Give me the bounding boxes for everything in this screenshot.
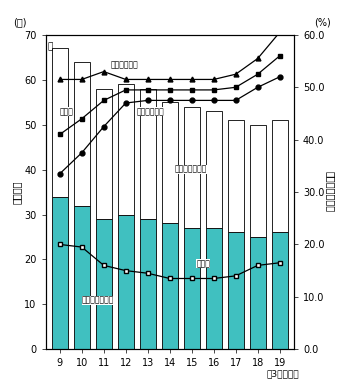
- Text: 卒業者数（男）: 卒業者数（男）: [82, 296, 114, 305]
- Bar: [162, 102, 178, 223]
- Bar: [250, 125, 266, 237]
- Bar: [162, 223, 178, 349]
- Bar: [140, 89, 156, 219]
- Y-axis label: 卒業者数: 卒業者数: [11, 180, 21, 204]
- Bar: [74, 62, 90, 206]
- Text: 年3月卒業者: 年3月卒業者: [266, 370, 299, 379]
- Text: 千: 千: [48, 43, 53, 52]
- Bar: [272, 120, 288, 232]
- Y-axis label: 進学率・就職率: 進学率・就職率: [326, 171, 336, 213]
- Bar: [96, 219, 112, 349]
- Bar: [118, 84, 134, 215]
- Bar: [206, 228, 222, 349]
- Text: 進学率（女）: 進学率（女）: [110, 60, 138, 69]
- Bar: [96, 89, 112, 219]
- Bar: [74, 206, 90, 349]
- Text: (%): (%): [315, 17, 331, 27]
- Bar: [140, 219, 156, 349]
- Bar: [184, 107, 199, 228]
- Bar: [272, 232, 288, 349]
- Bar: [206, 111, 222, 228]
- Bar: [228, 120, 244, 232]
- Text: (人): (人): [13, 17, 27, 27]
- Text: 卒業者数（女）: 卒業者数（女）: [174, 165, 206, 174]
- Text: 進学率（男）: 進学率（男）: [137, 107, 164, 116]
- Bar: [228, 232, 244, 349]
- Text: 進学率: 進学率: [60, 107, 74, 116]
- Bar: [52, 48, 68, 197]
- Bar: [250, 237, 266, 349]
- Text: 就職率: 就職率: [196, 259, 210, 268]
- Bar: [118, 215, 134, 349]
- Bar: [52, 197, 68, 349]
- Bar: [184, 228, 199, 349]
